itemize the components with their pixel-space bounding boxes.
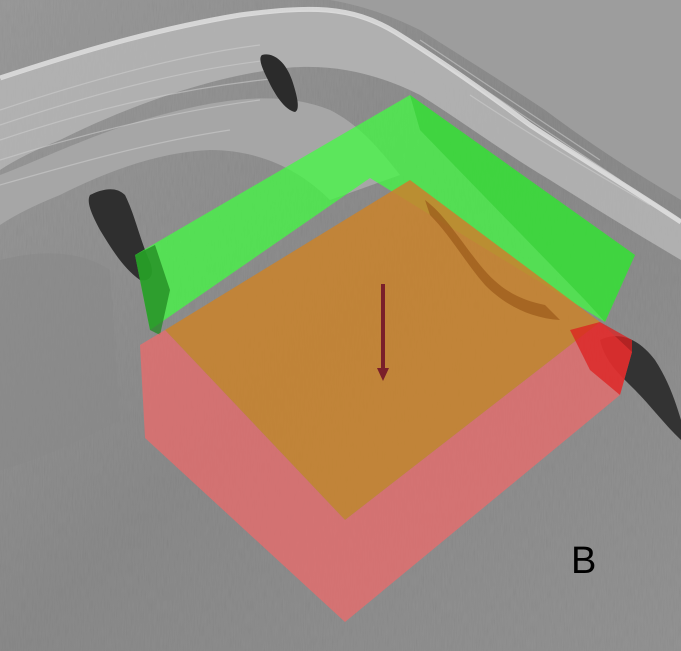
- terrain-strata: [0, 39, 651, 206]
- red-box-right-face: [570, 322, 632, 395]
- terrain-terrace: [0, 98, 400, 225]
- displacement-arrow: [377, 284, 389, 381]
- red-box-face: [140, 322, 632, 622]
- terrain-plateau-upper: [330, 0, 681, 200]
- panel-label: B: [571, 540, 597, 582]
- terrain-shadow-notch: [260, 54, 298, 112]
- terrain-ridge-upper: [0, 10, 681, 260]
- green-box-side-face: [135, 245, 170, 335]
- green-box-right-face: [410, 95, 635, 322]
- terrain-ridge-edge: [0, 6, 681, 225]
- terrain-lower-slope: [0, 253, 120, 470]
- overlap-ridge-detail: [425, 200, 560, 320]
